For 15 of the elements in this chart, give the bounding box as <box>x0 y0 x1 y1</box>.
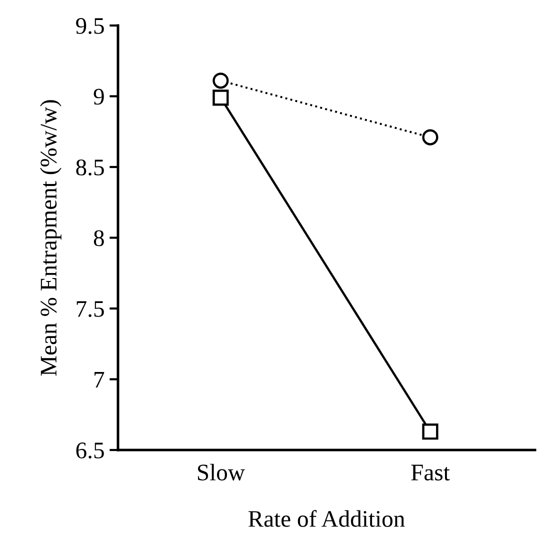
y-tick-label: 7.5 <box>76 301 104 318</box>
y-tick-label: 6.5 <box>76 442 104 459</box>
point <box>212 72 229 89</box>
y-tick-label: 8 <box>94 230 104 246</box>
y-tick-label: 8.5 <box>76 159 104 176</box>
y-tick-label: 9.5 <box>76 18 104 34</box>
y-tick-label: 7 <box>94 372 104 388</box>
y-tick-label: 9 <box>94 88 104 105</box>
x-tick-label: Fast <box>411 464 450 481</box>
x-axis-title: Rate of Addition <box>248 510 405 527</box>
point <box>212 90 229 106</box>
x-tick-label: Slow <box>198 464 245 481</box>
y-axis-title: Mean % Entrapment (%w/w) <box>40 100 62 376</box>
point <box>422 424 438 440</box>
point <box>422 129 438 146</box>
